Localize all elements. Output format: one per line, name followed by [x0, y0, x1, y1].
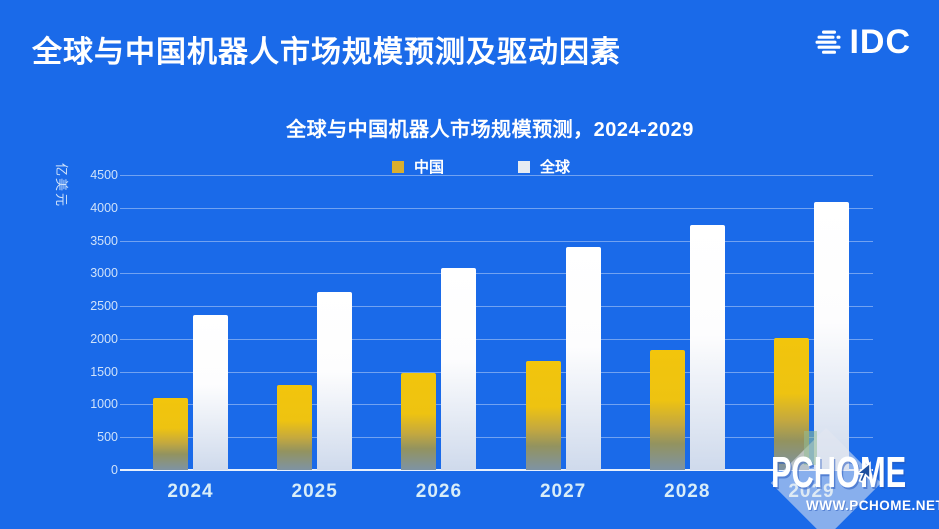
y-tick-label: 3500 — [90, 233, 118, 248]
legend-swatch-icon — [392, 160, 404, 173]
page-title: 全球与中国机器人市场规模预测及驱动因素 — [32, 36, 621, 69]
idc-logo-text: IDC — [849, 23, 911, 61]
grid-line — [120, 207, 873, 209]
legend-item-global: 全球 — [518, 156, 570, 177]
grid-line — [120, 404, 873, 406]
legend-label: 全球 — [540, 159, 571, 176]
bar-global-2025 — [317, 291, 353, 470]
bar-china-2029 — [774, 338, 809, 470]
bar-global-2026 — [441, 268, 477, 470]
grid-line — [120, 306, 873, 308]
bar-china-2028 — [649, 350, 685, 470]
grid-line — [120, 240, 873, 242]
legend-swatch-icon — [518, 160, 530, 173]
grid-line — [120, 437, 873, 439]
bar-china-2025 — [277, 384, 313, 470]
bar-global-2024 — [193, 315, 228, 470]
chart-title: 全球与中国机器人市场规模预测，2024-2029 — [286, 119, 694, 141]
bar-china-2026 — [401, 372, 437, 470]
bar-global-2029 — [814, 201, 849, 470]
x-axis-label-2027: 2027 — [539, 481, 587, 502]
x-axis-label-2029: 2029 — [788, 481, 835, 502]
x-axis-label-2024: 2024 — [167, 481, 214, 502]
legend-label: 中国 — [414, 159, 445, 176]
y-tick-label: 2500 — [90, 299, 118, 314]
grid-line — [120, 371, 873, 373]
y-tick-label: 500 — [97, 430, 118, 445]
y-tick-label: 0 — [111, 463, 118, 477]
y-tick-label: 1500 — [90, 364, 118, 379]
legend-item-china: 中国 — [392, 156, 444, 177]
y-tick-label: 4000 — [90, 200, 118, 215]
x-axis-line — [120, 469, 873, 471]
x-axis-label-2025: 2025 — [291, 481, 338, 502]
grid-line — [120, 338, 873, 340]
chart-legend: 中国 全球 — [0, 156, 939, 176]
idc-globe-icon — [815, 30, 841, 54]
bar-china-2024 — [153, 397, 188, 470]
bar-china-2027 — [525, 361, 561, 470]
bar-global-2028 — [689, 224, 725, 470]
y-tick-label: 1000 — [90, 397, 118, 412]
x-axis-label-2028: 2028 — [664, 481, 711, 502]
bar-global-2027 — [565, 247, 601, 470]
y-tick-label: 3000 — [90, 266, 118, 281]
idc-logo: IDC — [814, 23, 911, 61]
y-tick-label: 4500 — [90, 168, 118, 182]
grid-line — [120, 175, 873, 176]
x-axis-label-2026: 2026 — [415, 481, 463, 502]
grid-line — [120, 273, 873, 275]
y-tick-label: 2000 — [90, 331, 118, 346]
